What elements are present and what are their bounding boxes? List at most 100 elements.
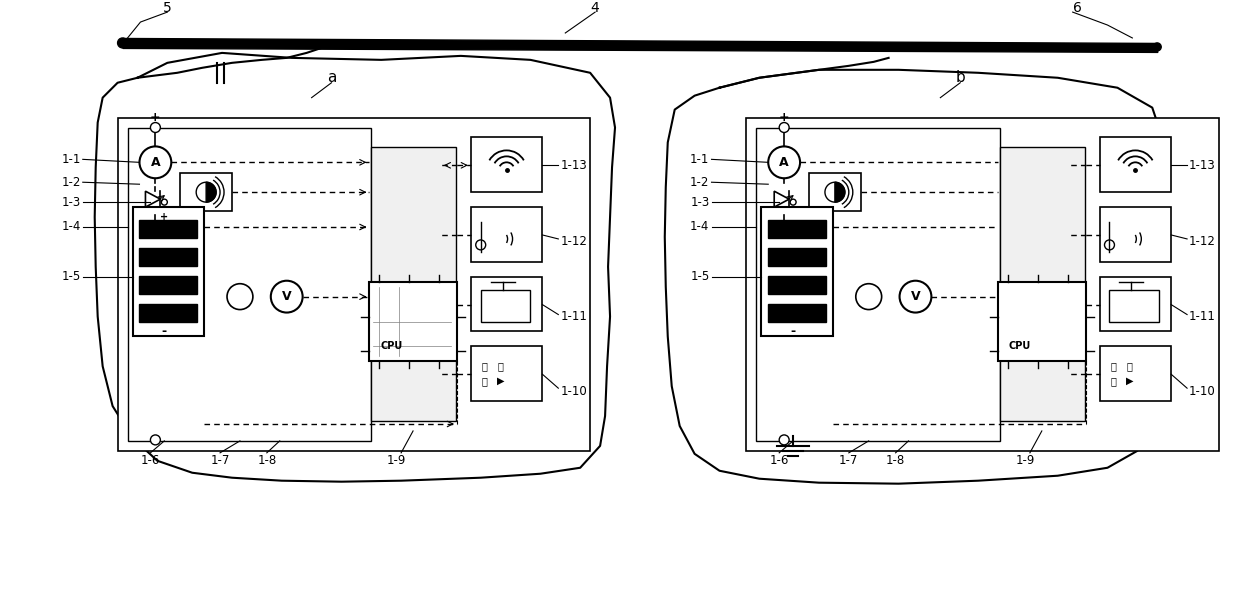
Text: +: + [779,111,790,124]
Text: 1-8: 1-8 [885,454,905,467]
Bar [999,148,1085,421]
Circle shape [1153,43,1161,51]
Text: 1-4: 1-4 [62,221,81,234]
Circle shape [150,435,160,445]
Text: -: - [791,325,796,338]
Bar [471,277,542,331]
Polygon shape [145,191,160,207]
Bar [761,207,833,336]
Circle shape [899,280,931,312]
Text: 1-5: 1-5 [691,270,709,284]
Circle shape [161,199,167,205]
Bar [133,207,205,336]
Text: ⏻: ⏻ [482,361,487,371]
Bar [139,220,197,238]
Text: 1-2: 1-2 [62,176,81,189]
Text: 1-7: 1-7 [211,454,229,467]
Text: 1-2: 1-2 [691,176,709,189]
Bar [139,248,197,266]
Circle shape [769,146,800,178]
Text: ▶: ▶ [497,376,505,386]
Bar [769,276,826,293]
Bar [1110,290,1159,322]
Polygon shape [774,191,789,207]
Text: ⏻: ⏻ [1111,361,1116,371]
Bar [769,304,826,322]
Text: 4: 4 [590,1,599,15]
Text: 1-10: 1-10 [560,384,587,398]
Text: 1-9: 1-9 [1016,454,1034,467]
Text: 1-9: 1-9 [387,454,405,467]
Text: -: - [161,325,167,338]
Bar [1100,207,1171,262]
Text: 5: 5 [162,1,171,15]
Bar [471,346,542,401]
Text: b: b [955,70,965,85]
Text: A: A [780,156,789,169]
Bar [370,282,456,361]
Text: +: + [160,212,169,222]
Text: CPU: CPU [1009,341,1032,351]
Circle shape [790,199,796,205]
Bar [756,127,999,441]
Text: 1-7: 1-7 [839,454,858,467]
Bar [1100,138,1171,192]
Bar [1100,277,1171,331]
Bar [471,207,542,262]
Text: +: + [150,111,161,124]
Bar [769,248,826,266]
Bar [371,148,456,421]
Text: 1-8: 1-8 [257,454,277,467]
Text: A: A [150,156,160,169]
Text: ⏸: ⏸ [482,376,487,386]
Bar [769,220,826,238]
Bar [139,304,197,322]
Circle shape [270,280,303,312]
Text: 1-6: 1-6 [140,454,160,467]
Bar [808,173,861,211]
Circle shape [227,284,253,309]
Text: 1-1: 1-1 [691,153,709,166]
Bar [180,173,232,211]
Text: 1-11: 1-11 [560,310,588,323]
Bar [471,138,542,192]
Text: 1-3: 1-3 [62,196,81,208]
Text: 6: 6 [1073,1,1083,15]
Text: CPU: CPU [379,341,402,351]
Text: 1-1: 1-1 [62,153,81,166]
Bar [746,117,1219,451]
Text: 1-11: 1-11 [1189,310,1216,323]
Text: 1-13: 1-13 [560,159,587,172]
Bar [481,290,531,322]
Text: a: a [327,70,336,85]
Text: ⏭: ⏭ [1126,361,1132,371]
Bar [998,282,1085,361]
Text: ⏸: ⏸ [1111,376,1116,386]
Text: 1-12: 1-12 [560,236,588,248]
Text: 1-4: 1-4 [691,221,709,234]
Text: V: V [281,290,291,303]
Bar [1100,346,1171,401]
Circle shape [139,146,171,178]
Text: 1-10: 1-10 [1189,384,1216,398]
Circle shape [779,435,789,445]
Wedge shape [206,182,216,202]
Text: 1-12: 1-12 [1189,236,1216,248]
Circle shape [779,122,789,132]
Bar [139,276,197,293]
Circle shape [1105,240,1115,250]
Circle shape [476,240,486,250]
Text: ▶: ▶ [1126,376,1133,386]
Circle shape [856,284,882,309]
Circle shape [825,182,844,202]
Text: ⏭: ⏭ [497,361,503,371]
Circle shape [150,122,160,132]
Bar [128,127,371,441]
Circle shape [118,38,128,48]
Text: 1-5: 1-5 [62,270,81,284]
Bar [118,117,590,451]
Text: V: V [910,290,920,303]
Circle shape [196,182,216,202]
Text: 1-13: 1-13 [1189,159,1216,172]
Wedge shape [835,182,844,202]
